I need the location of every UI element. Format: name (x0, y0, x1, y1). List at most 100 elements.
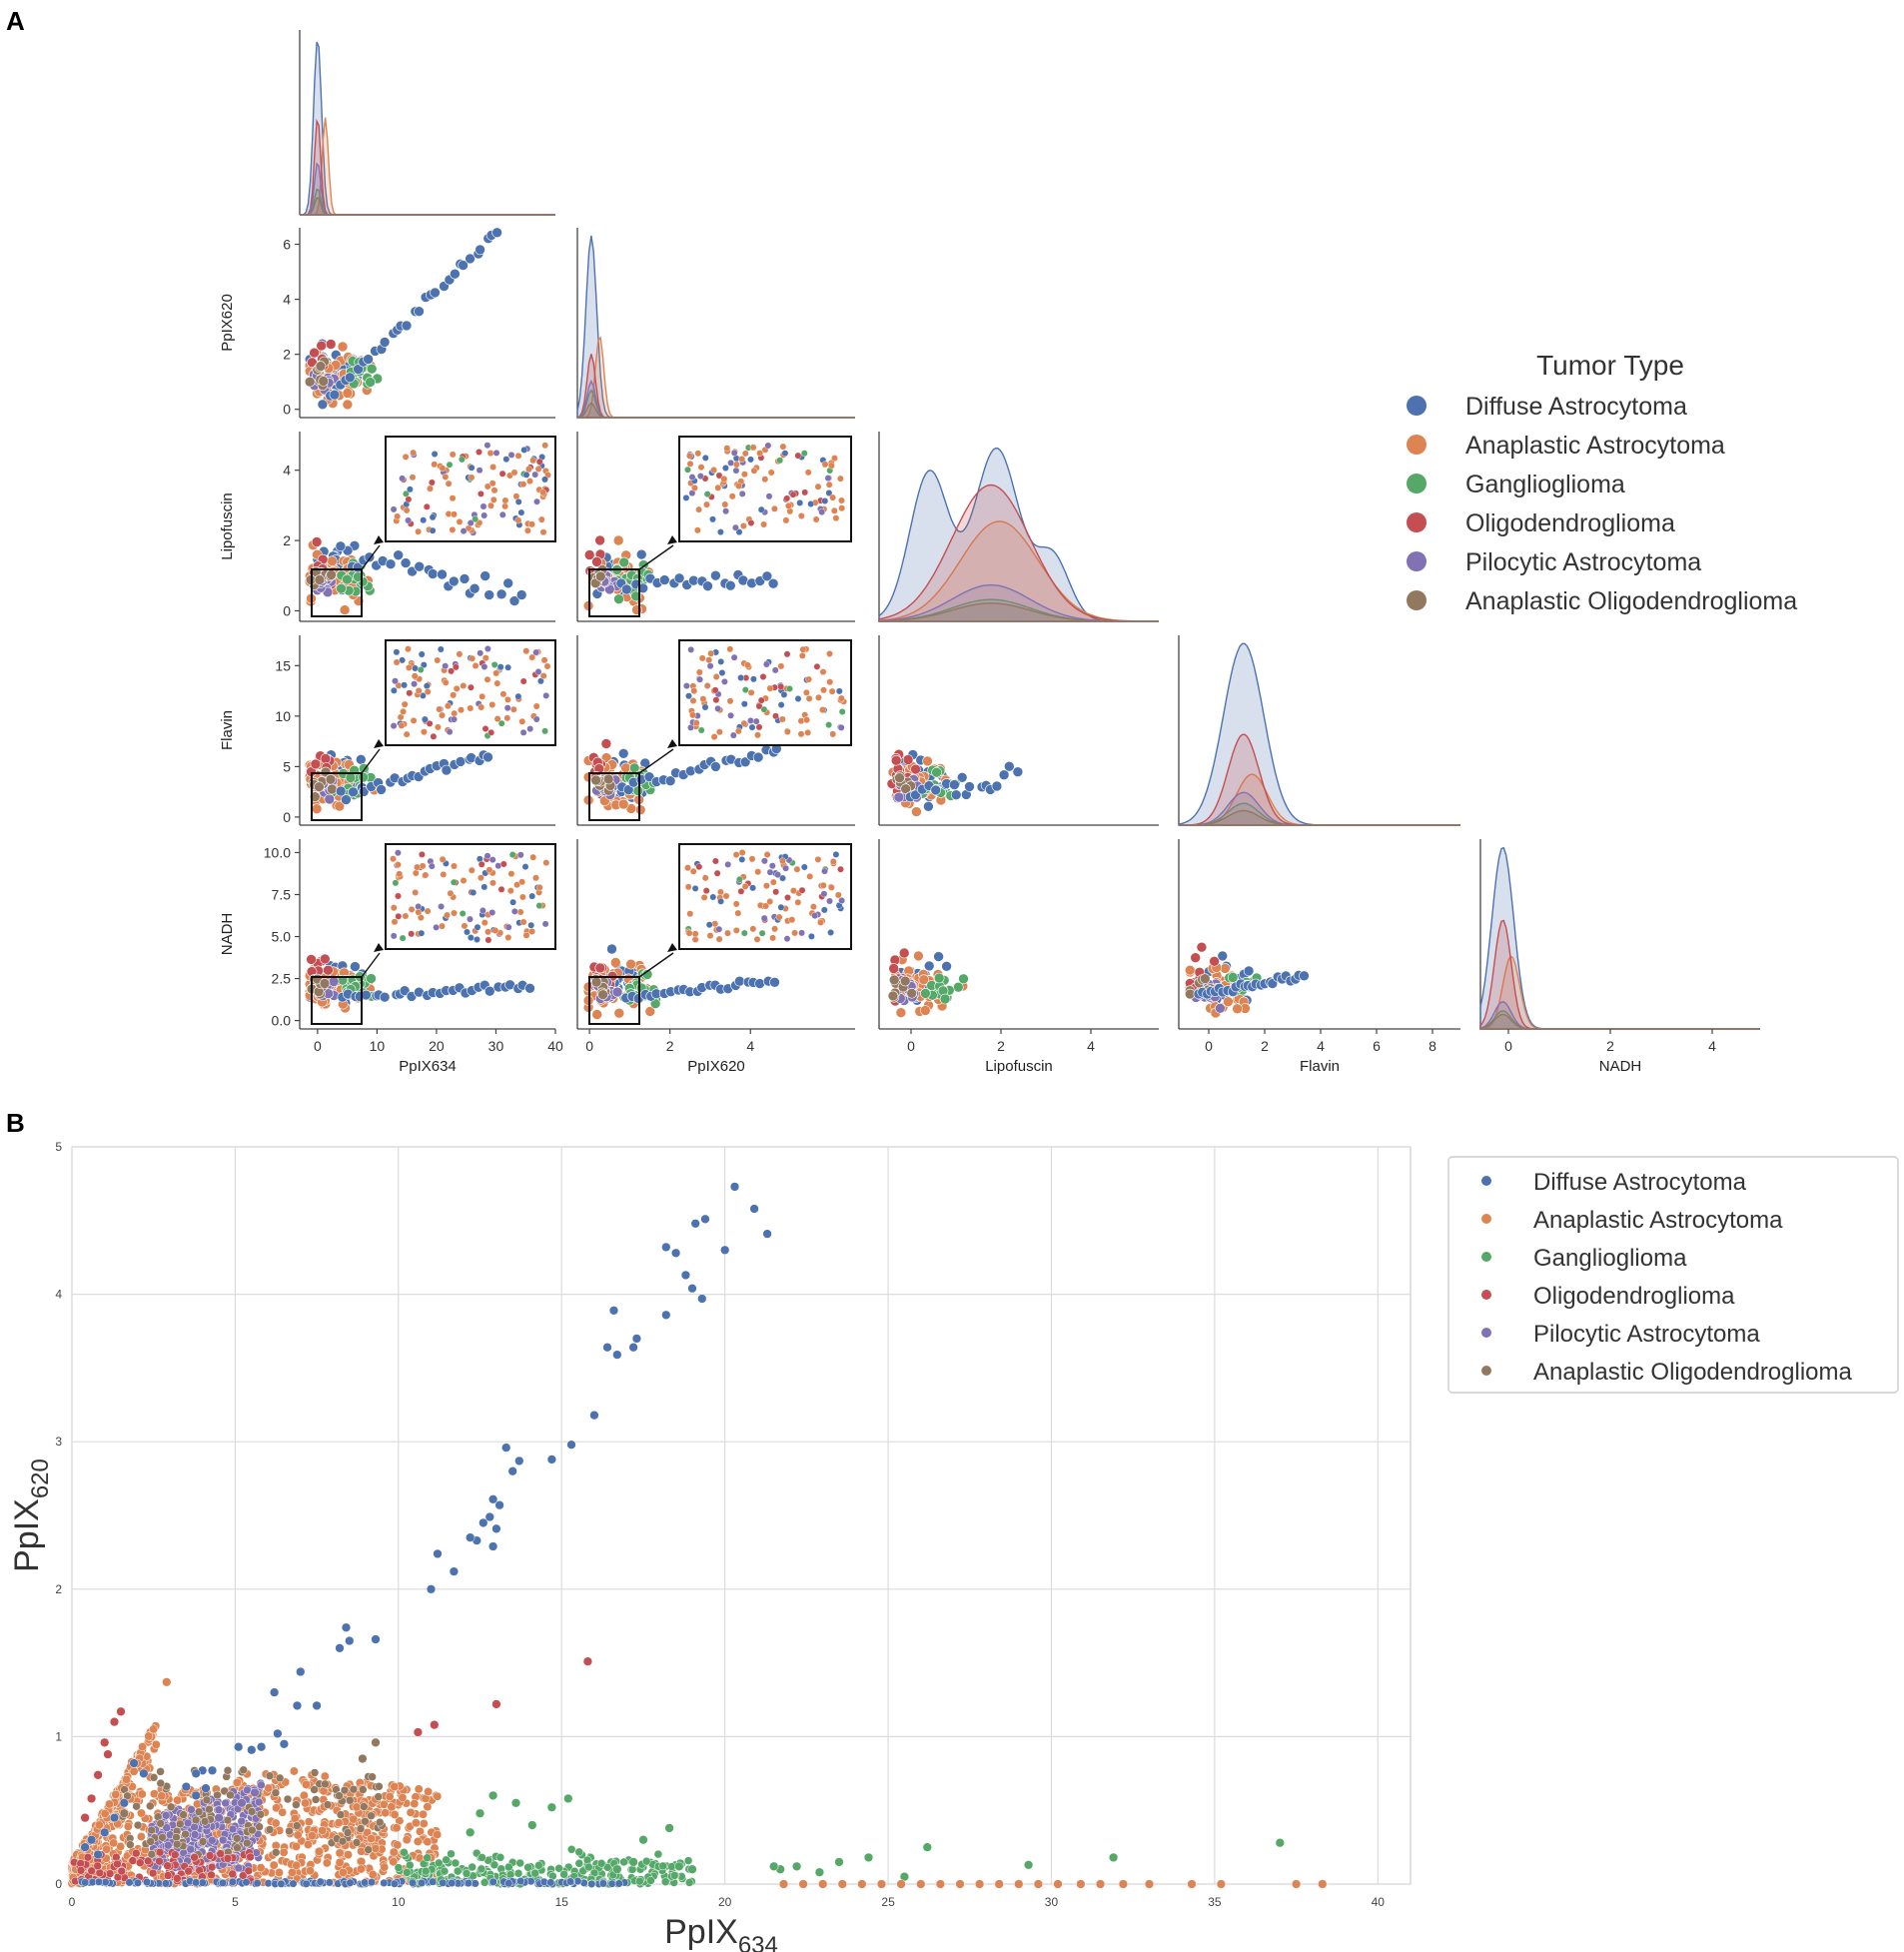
point-ganglioglioma (454, 1867, 462, 1875)
point-anaplastic-oligodendroglioma (357, 1825, 365, 1833)
point-anaplastic-astrocytoma (367, 1834, 375, 1842)
point-diffuse-astrocytoma (318, 400, 328, 410)
point-anaplastic-oligodendroglioma (305, 377, 315, 387)
point-ganglioglioma (584, 1863, 592, 1871)
y-tick-label: 1 (55, 1729, 62, 1743)
inset-point-diffuse-astrocytoma (515, 693, 521, 699)
point-diffuse-astrocytoma (632, 1335, 641, 1344)
point-anaplastic-astrocytoma (291, 1814, 299, 1822)
inset-point-anaplastic-astrocytoma (828, 884, 834, 890)
inset-point-oligodendroglioma (520, 678, 526, 684)
inset-point-anaplastic-astrocytoma (457, 651, 463, 657)
inset-point-pilocytic-astrocytoma (707, 663, 713, 669)
inset-point-pilocytic-astrocytoma (391, 933, 397, 939)
point-anaplastic-oligodendroglioma (133, 1802, 141, 1810)
inset-point-pilocytic-astrocytoma (468, 519, 474, 525)
inset-point-anaplastic-astrocytoma (439, 712, 445, 718)
inset-point-anaplastic-astrocytoma (398, 714, 404, 720)
point-oligodendroglioma (229, 1870, 237, 1878)
point-anaplastic-astrocytoma (382, 1809, 390, 1817)
x-tick-label: 0 (1205, 1038, 1213, 1054)
inset-point-ganglioglioma (536, 902, 542, 908)
point-anaplastic-astrocytoma (272, 1819, 280, 1827)
inset-point-anaplastic-astrocytoma (540, 672, 546, 678)
point-diffuse-astrocytoma (391, 1880, 399, 1888)
point-anaplastic-oligodendroglioma (603, 774, 613, 784)
inset-point-diffuse-astrocytoma (710, 894, 716, 900)
point-ganglioglioma (514, 1869, 522, 1877)
legend-label-anaplastic-oligodendroglioma: Anaplastic Oligodendroglioma (1465, 587, 1797, 615)
point-anaplastic-astrocytoma (294, 1831, 302, 1839)
point-oligodendroglioma (110, 1717, 119, 1726)
point-anaplastic-astrocytoma (292, 1842, 300, 1850)
point-diffuse-astrocytoma (429, 1878, 437, 1886)
inset-point-anaplastic-astrocytoma (806, 695, 812, 701)
inset-point-pilocytic-astrocytoma (392, 678, 398, 684)
inset-point-anaplastic-astrocytoma (713, 673, 719, 679)
point-anaplastic-astrocytoma (1145, 1880, 1154, 1889)
point-anaplastic-astrocytoma (130, 1767, 138, 1775)
legend-marker-anaplastic-astrocytoma (1407, 435, 1427, 455)
point-diffuse-astrocytoma (377, 784, 387, 794)
x-axis-label: Flavin (1300, 1058, 1340, 1075)
point-diffuse-astrocytoma (134, 1879, 142, 1887)
point-anaplastic-oligodendroglioma (326, 774, 336, 784)
inset-point-anaplastic-astrocytoma (763, 883, 769, 889)
zoom-arrowhead (374, 943, 384, 952)
point-diffuse-astrocytoma (503, 578, 513, 588)
inset-point-anaplastic-astrocytoma (450, 495, 456, 501)
inset-point-anaplastic-astrocytoma (813, 516, 819, 522)
inset-point-anaplastic-astrocytoma (517, 909, 523, 915)
inset-point-anaplastic-astrocytoma (724, 446, 730, 452)
point-ganglioglioma (366, 378, 376, 388)
point-anaplastic-astrocytoma (338, 342, 348, 352)
point-diffuse-astrocytoma (243, 1878, 251, 1886)
inset-point-diffuse-astrocytoma (797, 499, 803, 505)
point-anaplastic-oligodendroglioma (224, 1816, 232, 1824)
inset-point-diffuse-astrocytoma (685, 693, 691, 699)
inset-point-pilocytic-astrocytoma (517, 852, 523, 858)
point-diffuse-astrocytoma (317, 1878, 325, 1886)
inset-point-pilocytic-astrocytoma (481, 512, 487, 518)
point-diffuse-astrocytoma (659, 575, 669, 585)
point-ganglioglioma (959, 974, 969, 984)
inset-point-diffuse-astrocytoma (391, 687, 397, 693)
pair-cell-3-1 (577, 635, 855, 825)
inset-point-anaplastic-astrocytoma (837, 476, 843, 482)
y-tick-label: 10.0 (264, 844, 291, 860)
inset-point-diffuse-astrocytoma (401, 682, 407, 688)
inset-point-anaplastic-astrocytoma (835, 892, 841, 898)
inset-point-anaplastic-astrocytoma (489, 701, 495, 707)
inset-point-anaplastic-astrocytoma (794, 866, 800, 872)
inset-point-anaplastic-astrocytoma (704, 682, 710, 688)
inset-point-anaplastic-astrocytoma (484, 929, 490, 935)
inset-point-anaplastic-astrocytoma (831, 455, 837, 461)
point-oligodendroglioma (595, 963, 605, 973)
legend-label-oligodendroglioma: Oligodendroglioma (1533, 1283, 1735, 1310)
point-anaplastic-astrocytoma (301, 1799, 309, 1807)
inset-point-anaplastic-astrocytoma (519, 718, 525, 724)
inset-point-oligodendroglioma (814, 663, 820, 669)
point-diffuse-astrocytoma (449, 1879, 457, 1887)
inset-point-diffuse-astrocytoma (717, 898, 723, 904)
inset-point-anaplastic-astrocytoma (454, 685, 460, 691)
zoom-inset (679, 437, 851, 541)
point-diffuse-astrocytoma (949, 780, 959, 790)
inset-point-anaplastic-astrocytoma (414, 864, 420, 870)
inset-point-anaplastic-astrocytoma (400, 708, 406, 714)
inset-point-anaplastic-astrocytoma (721, 476, 727, 482)
inset-point-pilocytic-astrocytoma (774, 871, 780, 877)
inset-point-anaplastic-astrocytoma (771, 926, 777, 932)
point-pilocytic-astrocytoma (229, 1825, 237, 1833)
point-anaplastic-astrocytoma (270, 1861, 278, 1869)
inset-point-diffuse-astrocytoma (778, 904, 784, 910)
inset-point-oligodendroglioma (713, 697, 719, 703)
inset-point-oligodendroglioma (395, 893, 401, 899)
zoom-arrowhead (667, 739, 677, 748)
inset-point-anaplastic-astrocytoma (505, 934, 511, 940)
inset-point-anaplastic-astrocytoma (739, 456, 745, 462)
inset-point-anaplastic-astrocytoma (451, 692, 457, 698)
point-ganglioglioma (560, 1870, 568, 1878)
point-oligodendroglioma (164, 1872, 172, 1880)
point-ganglioglioma (635, 1877, 643, 1885)
